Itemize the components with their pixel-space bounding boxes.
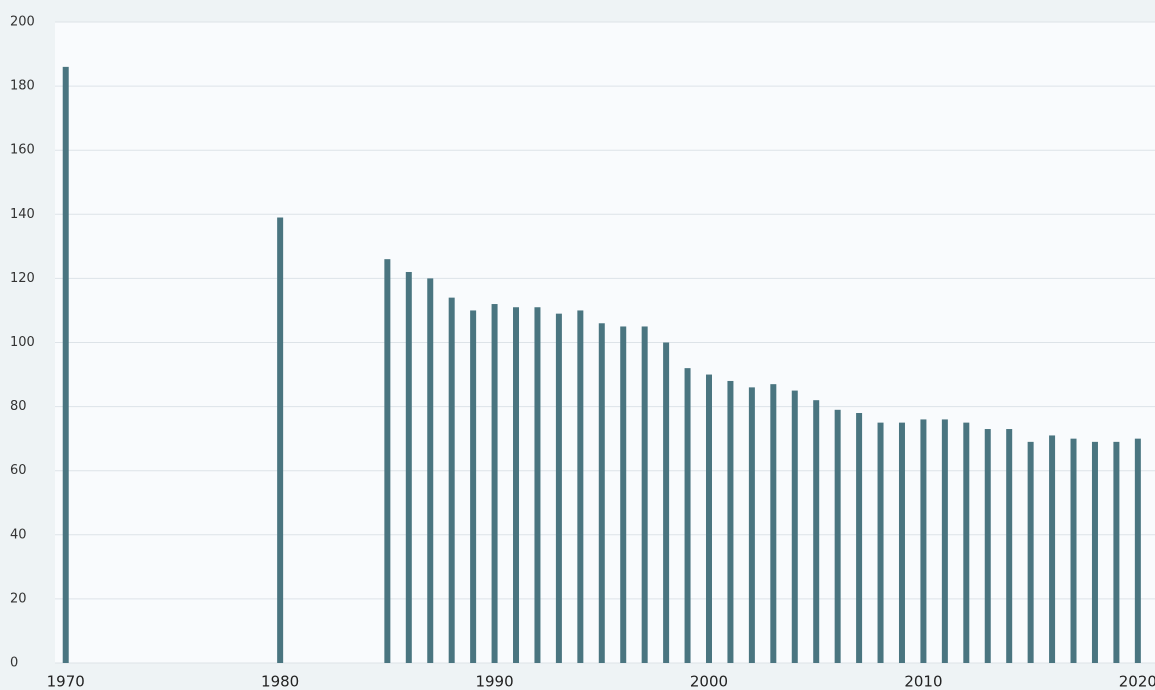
bar bbox=[62, 66, 69, 664]
bar bbox=[963, 422, 970, 663]
bar bbox=[405, 271, 412, 663]
bar bbox=[941, 419, 948, 663]
bar bbox=[898, 422, 905, 663]
bar bbox=[1070, 438, 1077, 663]
bar bbox=[834, 409, 841, 663]
bar bbox=[384, 259, 391, 663]
y-tick-label: 120 bbox=[10, 271, 35, 286]
y-tick-label: 20 bbox=[10, 591, 27, 606]
y-tick-label: 100 bbox=[10, 335, 35, 350]
bar bbox=[748, 387, 755, 663]
x-tick-label: 1990 bbox=[475, 673, 513, 690]
y-tick-label: 0 bbox=[10, 656, 18, 671]
bar bbox=[813, 400, 820, 663]
x-tick-label: 2000 bbox=[690, 673, 728, 690]
bar bbox=[1113, 441, 1120, 663]
bar bbox=[555, 313, 562, 663]
bar bbox=[620, 326, 627, 663]
y-tick-label: 200 bbox=[10, 15, 35, 30]
bar bbox=[277, 217, 284, 663]
bar bbox=[1134, 438, 1141, 663]
y-tick-label: 80 bbox=[10, 399, 27, 414]
bar bbox=[984, 429, 991, 663]
bar bbox=[598, 323, 605, 663]
y-tick-label: 160 bbox=[10, 143, 35, 158]
x-tick-label: 1970 bbox=[47, 673, 85, 690]
bar bbox=[1027, 441, 1034, 663]
bar bbox=[513, 307, 520, 663]
bar bbox=[641, 326, 648, 663]
x-tick-label: 2010 bbox=[904, 673, 942, 690]
y-tick-label: 40 bbox=[10, 527, 27, 542]
bar bbox=[770, 384, 777, 663]
bar bbox=[1049, 435, 1056, 663]
bar bbox=[663, 342, 670, 663]
x-tick-label: 1980 bbox=[261, 673, 299, 690]
y-tick-label: 140 bbox=[10, 207, 35, 222]
bar bbox=[427, 278, 434, 663]
bar bbox=[448, 297, 455, 663]
bar bbox=[705, 374, 712, 663]
bar bbox=[1091, 441, 1098, 663]
bar bbox=[470, 310, 477, 663]
bar bbox=[791, 390, 798, 663]
bar bbox=[491, 304, 498, 663]
bar bbox=[534, 307, 541, 663]
bar bbox=[727, 380, 734, 663]
bar bbox=[577, 310, 584, 663]
bar bbox=[1006, 429, 1013, 663]
bar bbox=[684, 368, 691, 663]
bar bbox=[856, 413, 863, 663]
y-tick-label: 180 bbox=[10, 79, 35, 94]
bar bbox=[877, 422, 884, 663]
x-tick-label: 2020 bbox=[1119, 673, 1155, 690]
bar bbox=[920, 419, 927, 663]
y-tick-label: 60 bbox=[10, 463, 27, 478]
